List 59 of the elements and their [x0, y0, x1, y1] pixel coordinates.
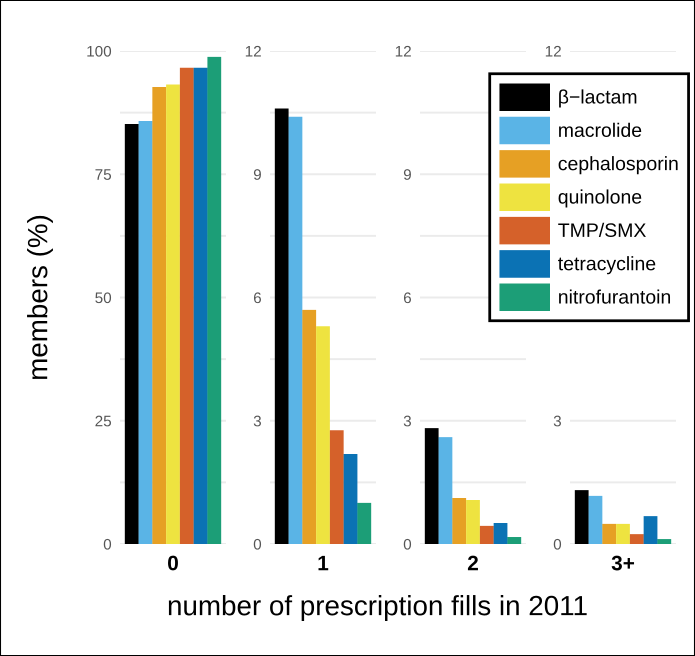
y-tick-label: 9	[404, 169, 411, 180]
x-tick-label: 1	[318, 556, 328, 570]
legend-label: macrolide	[559, 122, 642, 138]
bar	[616, 524, 630, 544]
y-tick-label: 12	[396, 46, 411, 57]
bar	[124, 124, 139, 544]
bar	[494, 523, 508, 544]
y-tick-label: 75	[95, 169, 112, 180]
bar	[630, 534, 644, 544]
bar	[452, 498, 466, 544]
y-tick-label: 0	[254, 538, 262, 550]
bar	[288, 116, 302, 544]
bar	[302, 310, 316, 544]
y-tick-label: 3	[254, 416, 261, 426]
y-tick-label: 25	[95, 416, 112, 426]
bar	[316, 326, 330, 544]
bar	[574, 490, 589, 544]
y-tick-label: 9	[254, 169, 261, 180]
x-tick-label: 0	[168, 556, 178, 570]
bar	[602, 524, 616, 544]
y-tick-label: 12	[546, 46, 561, 57]
legend-label: nitrofurantoin	[559, 289, 670, 304]
bar	[274, 108, 289, 544]
y-axis-title: members (%)	[27, 216, 53, 379]
bar	[480, 526, 494, 544]
y-tick-label: 100	[87, 46, 112, 57]
bar	[438, 437, 452, 544]
bar	[466, 500, 480, 544]
bar	[588, 496, 602, 544]
x-tick-label: 3+	[612, 556, 634, 570]
bar	[507, 537, 522, 544]
bar	[644, 516, 658, 544]
bar	[180, 68, 194, 544]
bar	[357, 502, 372, 544]
bar	[138, 121, 152, 544]
bar	[194, 68, 208, 544]
y-tick-label: 0	[554, 538, 562, 550]
x-tick-label: 2	[468, 556, 478, 570]
bar	[330, 430, 344, 544]
y-tick-label: 6	[254, 292, 261, 304]
legend-label: β−lactam	[559, 89, 636, 108]
y-tick-label: 0	[404, 538, 412, 550]
y-tick-label: 12	[246, 46, 261, 57]
y-tick-label: 3	[554, 416, 561, 426]
y-tick-label: 50	[95, 292, 112, 304]
bar	[344, 454, 358, 544]
bar	[657, 539, 672, 544]
y-tick-label: 6	[404, 292, 411, 304]
legend-label: cephalosporin	[558, 156, 678, 174]
bar	[207, 56, 222, 544]
legend-label: quinolone	[558, 189, 642, 208]
bar	[424, 428, 439, 544]
y-tick-label: 3	[404, 416, 411, 426]
bar	[152, 86, 166, 544]
bar	[166, 84, 180, 544]
legend-label: tetracycline	[558, 256, 656, 274]
x-axis-title: number of prescription fills in 2011	[168, 595, 587, 621]
legend-label: TMP/SMX	[558, 222, 646, 238]
y-tick-label: 0	[104, 538, 112, 550]
